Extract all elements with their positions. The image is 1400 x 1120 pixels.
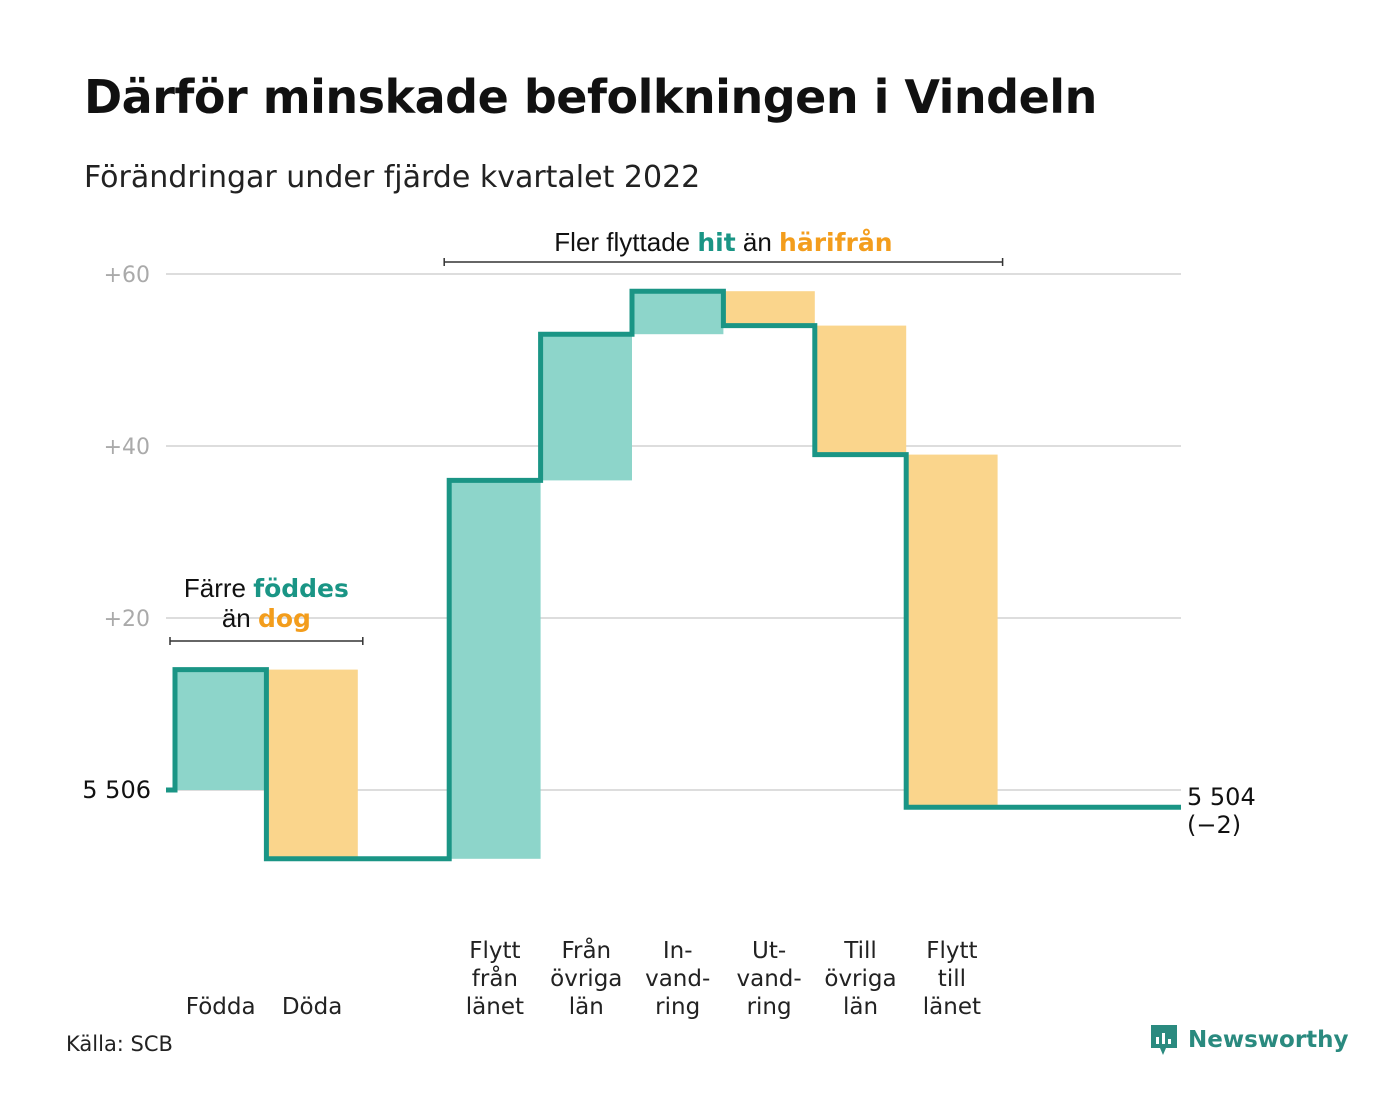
annotation-text: Färre föddes [184, 573, 349, 603]
end-change-label: (−2) [1187, 811, 1241, 839]
annotation-span: Fler flyttade [554, 227, 697, 257]
category-label: vand- [645, 966, 710, 992]
y-tick-label: +40 [104, 435, 150, 460]
y-tick-label: +60 [104, 263, 150, 288]
waterfall-bar [723, 291, 815, 326]
category-label: länet [466, 994, 524, 1020]
annotation-span: föddes [253, 574, 349, 603]
waterfall-bar [266, 669, 358, 859]
category-label: Till [843, 938, 877, 964]
step-line-group [166, 288, 1181, 862]
waterfall-bar [540, 334, 632, 481]
category-label: från [472, 964, 518, 992]
category-label: övriga [824, 966, 896, 992]
annotation-text: Fler flyttade hit än härifrån [554, 227, 892, 257]
start-value-label: 5 506 [82, 776, 151, 804]
category-label: län [843, 994, 878, 1020]
category-label: ring [747, 994, 792, 1020]
annotation-span: härifrån [779, 228, 892, 257]
annotation-text: än dog [222, 603, 311, 633]
annotation-span: än [736, 227, 779, 257]
end-value-label: 5 504 [1187, 783, 1256, 811]
waterfall-bar [449, 480, 541, 859]
annotation-span: än [222, 603, 258, 633]
waterfall-bar [814, 325, 907, 455]
waterfall-bar [906, 454, 998, 808]
annotation-span: hit [697, 228, 735, 257]
page-subtitle: Förändringar under fjärde kvartalet 2022 [84, 160, 701, 195]
y-tick-label: +20 [104, 607, 150, 632]
step-line [166, 288, 1181, 862]
waterfall-bar [632, 291, 724, 335]
brand-name: Newsworthy [1188, 1027, 1349, 1053]
category-label: länet [923, 994, 981, 1020]
annotation-span: dog [258, 604, 311, 633]
annotation-bracket [169, 637, 364, 645]
category-label: övriga [550, 966, 622, 992]
category-label: Ut- [752, 938, 786, 964]
page-title: Därför minskade befolkningen i Vindeln [84, 70, 1097, 124]
category-label: län [569, 994, 604, 1020]
category-label: Födda [186, 994, 256, 1020]
category-label: Från [561, 936, 611, 964]
bars [175, 291, 998, 859]
category-label: till [938, 966, 966, 992]
category-label: Döda [282, 994, 342, 1020]
category-label: vand- [737, 966, 802, 992]
newsworthy-logo-icon [1151, 1025, 1177, 1055]
waterfall-bar [175, 669, 267, 790]
category-label: ring [655, 994, 700, 1020]
brand-logo: Newsworthy [1148, 1022, 1349, 1058]
category-label: In- [663, 938, 693, 964]
source-note: Källa: SCB [66, 1032, 173, 1056]
annotation-span: Färre [184, 573, 253, 603]
category-label: Flytt [926, 938, 977, 964]
annotation-bracket [443, 258, 1004, 266]
category-label: Flytt [469, 938, 520, 964]
